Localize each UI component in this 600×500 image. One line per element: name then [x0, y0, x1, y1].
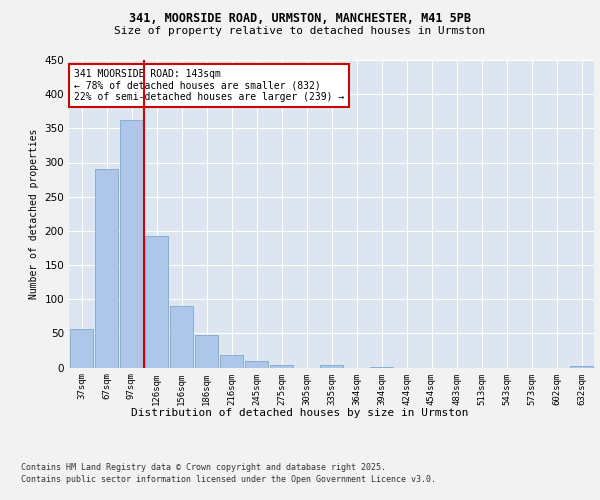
Bar	[569, 366, 593, 368]
Text: Contains HM Land Registry data © Crown copyright and database right 2025.: Contains HM Land Registry data © Crown c…	[21, 462, 386, 471]
Y-axis label: Number of detached properties: Number of detached properties	[29, 128, 39, 299]
Bar	[194, 334, 218, 368]
Bar	[370, 367, 394, 368]
Bar	[170, 306, 193, 368]
Bar	[269, 365, 293, 368]
Text: Size of property relative to detached houses in Urmston: Size of property relative to detached ho…	[115, 26, 485, 36]
Bar	[119, 120, 143, 368]
Bar	[220, 354, 244, 368]
Text: 341 MOORSIDE ROAD: 143sqm
← 78% of detached houses are smaller (832)
22% of semi: 341 MOORSIDE ROAD: 143sqm ← 78% of detac…	[74, 69, 344, 102]
Text: Distribution of detached houses by size in Urmston: Distribution of detached houses by size …	[131, 408, 469, 418]
Text: 341, MOORSIDE ROAD, URMSTON, MANCHESTER, M41 5PB: 341, MOORSIDE ROAD, URMSTON, MANCHESTER,…	[129, 12, 471, 26]
Bar	[245, 362, 268, 368]
Text: Contains public sector information licensed under the Open Government Licence v3: Contains public sector information licen…	[21, 475, 436, 484]
Bar	[145, 236, 169, 368]
Bar	[320, 365, 343, 368]
Bar	[70, 328, 94, 368]
Bar	[95, 170, 118, 368]
